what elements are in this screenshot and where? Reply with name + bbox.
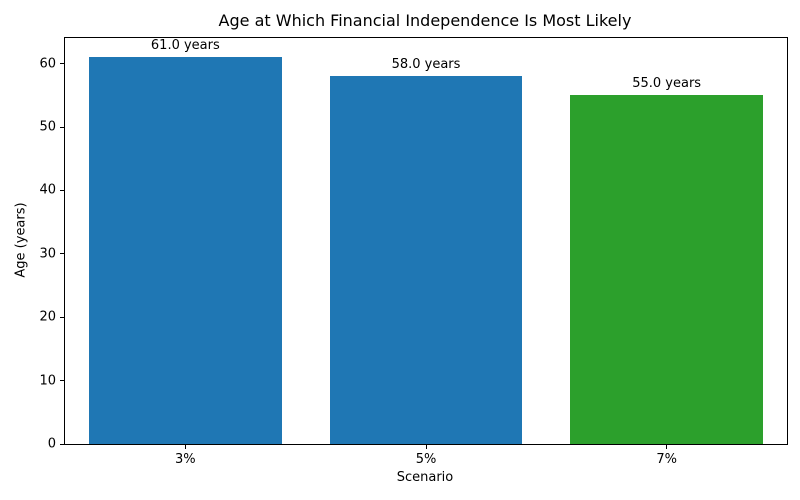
x-tick-label: 7% bbox=[656, 452, 677, 467]
y-tick-label: 40 bbox=[39, 182, 56, 198]
y-tick-mark bbox=[60, 443, 64, 445]
y-axis-label: Age (years) bbox=[13, 202, 29, 278]
x-tick-mark bbox=[184, 445, 186, 449]
x-tick-mark bbox=[425, 445, 427, 449]
x-tick-mark bbox=[666, 445, 668, 449]
x-tick-label: 3% bbox=[175, 452, 196, 467]
y-tick-label: 30 bbox=[39, 246, 56, 262]
y-tick-label: 10 bbox=[39, 373, 56, 389]
bar bbox=[570, 95, 763, 444]
y-tick-label: 20 bbox=[39, 309, 56, 325]
y-tick-mark bbox=[60, 316, 64, 318]
bar-value-label: 55.0 years bbox=[632, 76, 702, 92]
y-tick-label: 0 bbox=[47, 436, 56, 452]
y-tick-mark bbox=[60, 189, 64, 191]
bar bbox=[329, 76, 523, 444]
bar-value-label: 61.0 years bbox=[150, 38, 220, 54]
y-tick-mark bbox=[60, 126, 64, 128]
plot-area: 0 10 20 30 40 50 60 61.0 years 3% 58.0 years 5% 55.… bbox=[39, 37, 788, 467]
bar-value-label: 58.0 years bbox=[391, 57, 461, 73]
y-tick-label: 60 bbox=[39, 56, 56, 72]
y-tick-label: 50 bbox=[39, 119, 56, 135]
y-tick-mark bbox=[60, 253, 64, 255]
chart-title: Age at Which Financial Independence Is M… bbox=[218, 11, 632, 30]
bar bbox=[89, 57, 282, 444]
x-axis-label: Scenario bbox=[396, 470, 454, 485]
y-tick-mark bbox=[60, 380, 64, 382]
x-tick-label: 5% bbox=[415, 452, 437, 467]
y-tick-mark bbox=[60, 63, 64, 65]
